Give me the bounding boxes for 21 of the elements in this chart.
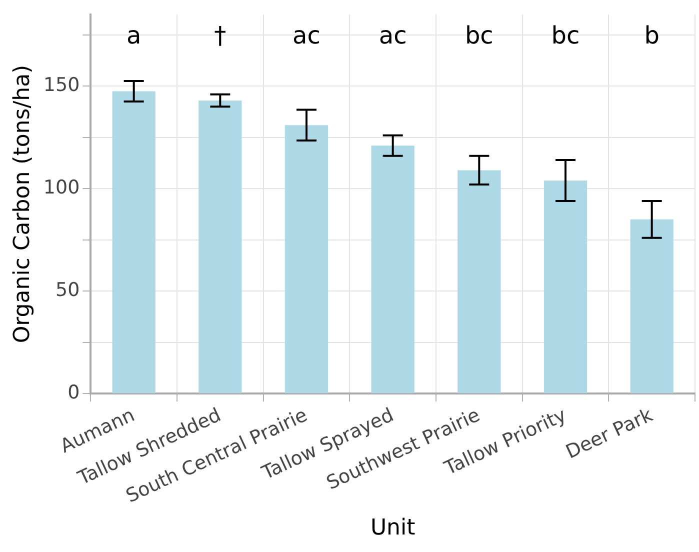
annotation: a: [126, 22, 142, 50]
y-tick-label: 100: [43, 176, 80, 199]
x-axis-title: Unit: [370, 516, 416, 541]
y-tick-label: 150: [43, 74, 80, 96]
bar: [198, 100, 242, 394]
annotation: b: [644, 22, 660, 50]
annotation: bc: [551, 22, 580, 50]
y-axis-title: Organic Carbon (tons/ha): [10, 64, 35, 344]
bar: [112, 91, 156, 394]
bar: [284, 125, 328, 394]
annotation: †: [214, 22, 226, 50]
bar: [630, 219, 674, 394]
bar: [371, 146, 414, 394]
y-tick-label: 0: [68, 382, 80, 404]
annotation: bc: [464, 22, 494, 50]
bar: [544, 180, 588, 394]
x-tick-label: Deer Park: [562, 404, 656, 464]
y-tick-label: 50: [55, 279, 80, 302]
bar: [458, 170, 501, 394]
annotation: ac: [292, 22, 320, 50]
annotation: ac: [378, 22, 407, 50]
